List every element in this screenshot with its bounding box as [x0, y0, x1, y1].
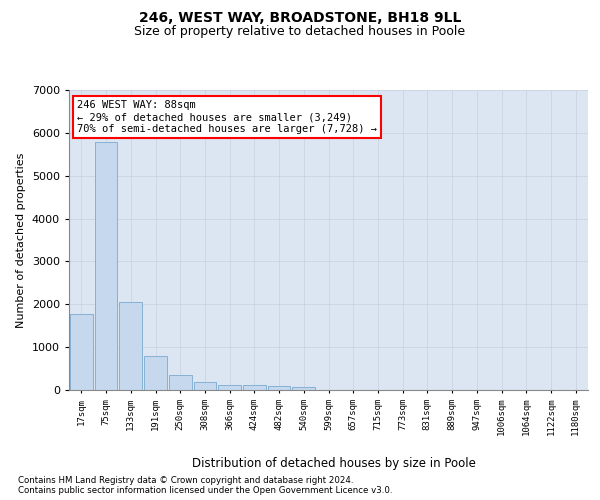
Text: Contains public sector information licensed under the Open Government Licence v3: Contains public sector information licen…: [18, 486, 392, 495]
Bar: [194, 382, 216, 390]
Bar: [95, 142, 118, 390]
Text: 246, WEST WAY, BROADSTONE, BH18 9LL: 246, WEST WAY, BROADSTONE, BH18 9LL: [139, 11, 461, 25]
Text: Distribution of detached houses by size in Poole: Distribution of detached houses by size …: [192, 458, 476, 470]
Bar: [243, 386, 266, 390]
Bar: [119, 302, 142, 390]
Y-axis label: Number of detached properties: Number of detached properties: [16, 152, 26, 328]
Bar: [144, 356, 167, 390]
Bar: [70, 314, 93, 390]
Text: Contains HM Land Registry data © Crown copyright and database right 2024.: Contains HM Land Registry data © Crown c…: [18, 476, 353, 485]
Bar: [292, 387, 315, 390]
Text: 246 WEST WAY: 88sqm
← 29% of detached houses are smaller (3,249)
70% of semi-det: 246 WEST WAY: 88sqm ← 29% of detached ho…: [77, 100, 377, 134]
Bar: [169, 376, 191, 390]
Bar: [268, 386, 290, 390]
Bar: [218, 385, 241, 390]
Text: Size of property relative to detached houses in Poole: Size of property relative to detached ho…: [134, 25, 466, 38]
